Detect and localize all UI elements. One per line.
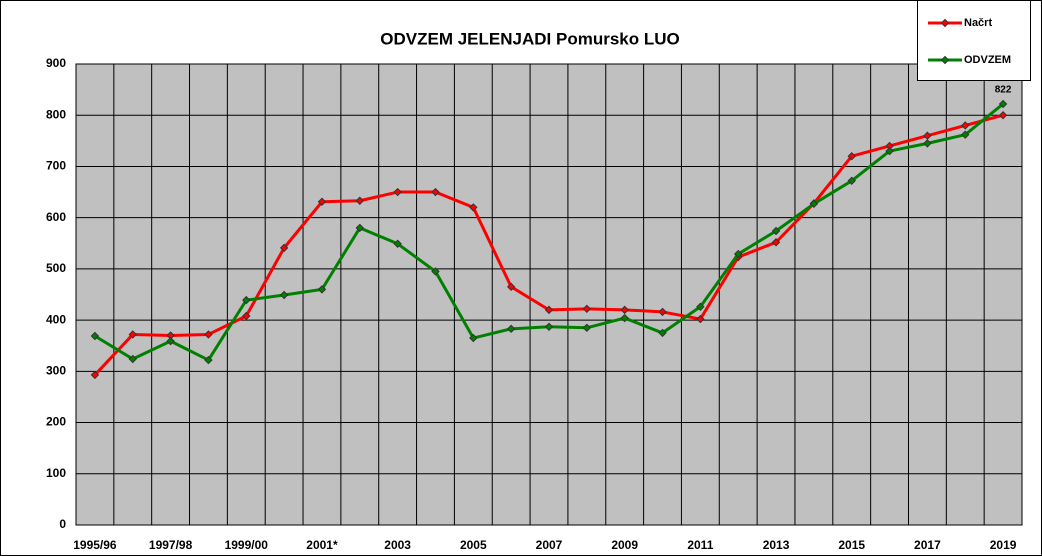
point-marker — [696, 314, 705, 324]
point-marker — [847, 151, 856, 161]
point-marker — [771, 238, 781, 247]
legend-marker — [940, 18, 950, 28]
x-tick-label: 1997/98 — [149, 538, 193, 552]
point-marker — [733, 249, 743, 259]
y-tick-label: 300 — [46, 364, 66, 378]
point-marker — [847, 176, 856, 185]
point-marker — [393, 187, 402, 197]
point-marker — [998, 99, 1008, 109]
point-marker — [658, 328, 667, 338]
legend-marker — [940, 55, 950, 65]
point-marker — [506, 282, 516, 292]
x-tick-label: 2015 — [838, 538, 865, 552]
point-marker — [582, 323, 592, 333]
point-marker — [355, 196, 365, 205]
point-marker — [166, 336, 175, 346]
point-marker — [658, 307, 667, 317]
x-tick-label: 2013 — [763, 538, 790, 552]
y-tick-label: 500 — [46, 261, 66, 275]
point-marker — [90, 331, 100, 341]
point-marker — [544, 322, 554, 331]
point-marker — [128, 330, 137, 339]
y-tick-label: 400 — [46, 312, 66, 326]
legend-label: Načrt — [964, 17, 992, 29]
y-tick-label: 100 — [46, 466, 66, 480]
x-tick-label: 1999/00 — [225, 538, 269, 552]
x-tick-label: 2017 — [914, 538, 941, 552]
point-marker — [393, 239, 402, 248]
x-tick-label: 2011 — [687, 538, 713, 552]
point-marker — [128, 354, 137, 364]
y-tick-label: 900 — [46, 56, 66, 70]
x-tick-label: 1995/96 — [73, 538, 117, 552]
point-marker — [90, 370, 100, 380]
point-marker — [242, 295, 251, 305]
point-marker — [317, 285, 327, 294]
x-tick-label: 2005 — [460, 538, 487, 552]
chart-title: ODVZEM JELENJADI Pomursko LUO — [380, 29, 679, 48]
point-marker — [204, 355, 213, 365]
point-marker — [355, 223, 365, 233]
x-tick-label: 2009 — [611, 538, 638, 552]
y-tick-label: 200 — [46, 415, 66, 429]
point-marker — [431, 187, 440, 197]
point-marker — [620, 313, 629, 323]
point-marker — [469, 203, 478, 212]
point-marker — [279, 290, 289, 300]
point-marker — [620, 305, 629, 315]
point-marker — [469, 333, 478, 343]
point-marker — [242, 311, 251, 321]
point-marker — [204, 330, 213, 339]
point-marker — [809, 199, 819, 209]
y-tick-label: 800 — [46, 107, 66, 121]
x-tick-label: 2019 — [990, 538, 1017, 552]
legend-box — [917, 0, 1031, 81]
x-tick-label: 2007 — [536, 538, 563, 552]
point-marker — [696, 302, 705, 312]
point-marker — [431, 267, 440, 276]
point-marker — [279, 243, 289, 253]
y-tick-label: 700 — [46, 159, 66, 173]
point-marker — [544, 305, 554, 315]
y-tick-label: 0 — [59, 517, 66, 531]
x-tick-label: 2001* — [306, 538, 338, 552]
plot-area — [75, 63, 1023, 526]
point-marker — [506, 324, 516, 334]
data-label: 822 — [995, 85, 1012, 96]
point-marker — [771, 226, 781, 236]
point-marker — [998, 111, 1008, 120]
point-marker — [885, 146, 894, 156]
point-marker — [582, 304, 592, 314]
x-tick-label: 2003 — [384, 538, 411, 552]
y-tick-label: 600 — [46, 210, 66, 224]
point-marker — [317, 197, 327, 206]
point-marker — [961, 121, 970, 130]
point-marker — [961, 130, 970, 139]
point-marker — [923, 139, 932, 148]
legend-label: ODVZEM — [964, 54, 1011, 66]
